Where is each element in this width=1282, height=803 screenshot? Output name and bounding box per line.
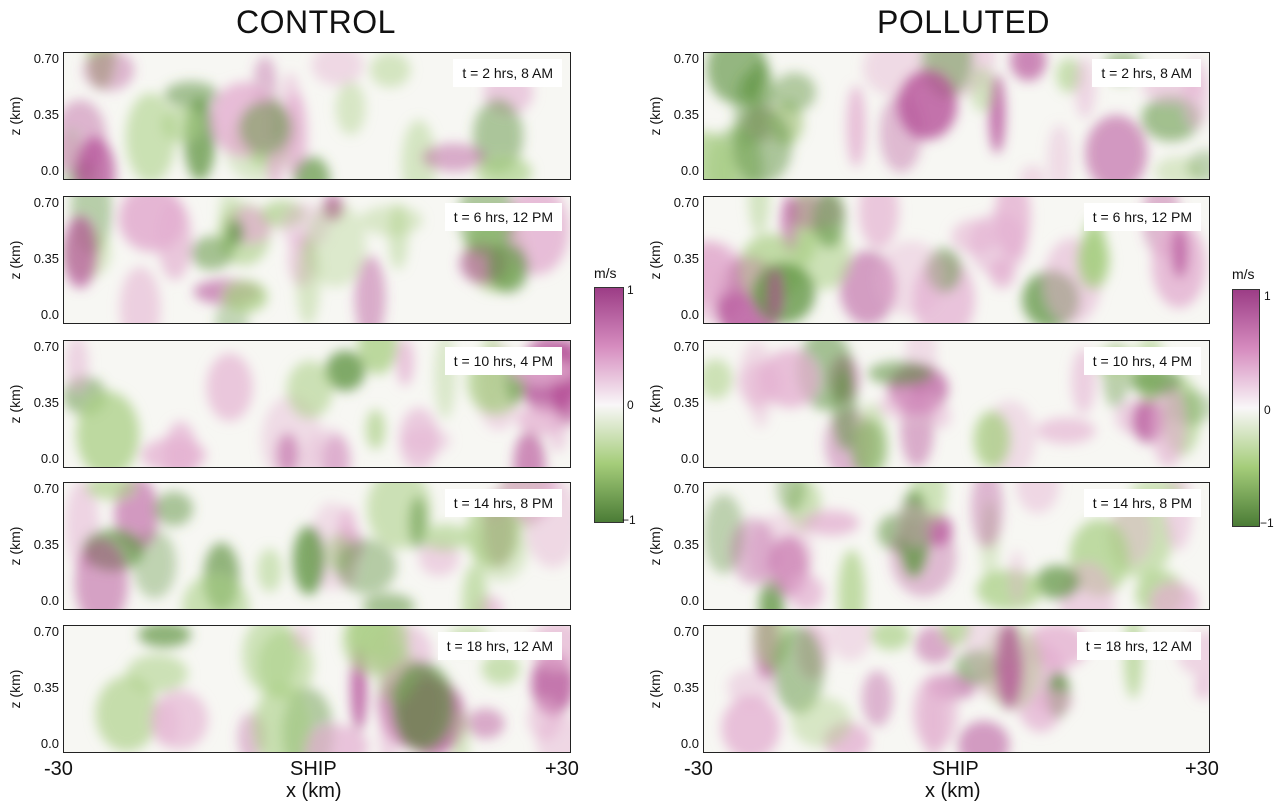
polluted-ytick-3-2: 0.35 (673, 395, 699, 410)
polluted-ylabel-1: z (km) (647, 96, 663, 136)
control-xtick-ship: SHIP (290, 758, 337, 780)
polluted-xtick-right: +30 (1185, 758, 1219, 780)
polluted-column-title: POLLUTED (877, 4, 1050, 40)
polluted-ytick-4-2: 0.35 (673, 537, 699, 552)
polluted-ylabel-4: z (km) (647, 526, 663, 566)
polluted-xtick-ship: SHIP (932, 758, 979, 780)
control-ytick-4-2: 0.35 (33, 537, 59, 552)
control-time-label-5: t = 18 hrs, 12 AM (437, 632, 562, 660)
polluted-colorbar-tick-min: −1 (1260, 516, 1274, 530)
control-time-label-1: t = 2 hrs, 8 AM (453, 59, 562, 87)
control-ylabel-1: z (km) (7, 96, 23, 136)
control-ytick-3-3: 0.0 (40, 451, 59, 466)
polluted-ytick-3-3: 0.0 (680, 451, 699, 466)
control-ytick-2-3: 0.0 (40, 307, 59, 322)
polluted-xaxis-label: x (km) (925, 780, 981, 802)
control-time-label-4: t = 14 hrs, 8 PM (444, 489, 562, 517)
control-field-1 (64, 53, 534, 179)
control-xaxis-label: x (km) (286, 780, 342, 802)
control-ytick-2-2: 0.35 (33, 251, 59, 266)
control-ytick-4-3: 0.0 (40, 593, 59, 608)
polluted-ytick-4-1: 0.70 (673, 481, 699, 496)
control-panel-2: t = 6 hrs, 12 PM (63, 196, 571, 324)
control-colorbar-tick-zero: 0 (627, 398, 634, 412)
polluted-field-1 (704, 53, 1209, 179)
control-ytick-2-1: 0.70 (33, 195, 59, 210)
control-field-5 (95, 626, 570, 752)
control-xtick-left: -30 (44, 758, 73, 780)
polluted-ytick-1-3: 0.0 (680, 163, 699, 178)
control-colorbar (594, 287, 624, 523)
control-time-label-2: t = 6 hrs, 12 PM (444, 203, 562, 231)
control-ytick-1-2: 0.35 (33, 107, 59, 122)
polluted-ytick-3-1: 0.70 (673, 339, 699, 354)
polluted-ytick-2-2: 0.35 (673, 251, 699, 266)
polluted-panel-3: t = 10 hrs, 4 PM (703, 340, 1210, 468)
control-time-label-3: t = 10 hrs, 4 PM (444, 347, 562, 375)
control-ytick-5-3: 0.0 (40, 736, 59, 751)
control-ytick-3-1: 0.70 (33, 339, 59, 354)
control-column-title: CONTROL (236, 4, 396, 40)
polluted-ylabel-3: z (km) (647, 384, 663, 424)
control-ytick-5-2: 0.35 (33, 680, 59, 695)
control-ytick-1-3: 0.0 (40, 163, 59, 178)
polluted-panel-4: t = 14 hrs, 8 PM (703, 482, 1210, 610)
polluted-ytick-2-1: 0.70 (673, 195, 699, 210)
polluted-ylabel-5: z (km) (647, 669, 663, 709)
polluted-colorbar-tick-max: 1 (1264, 289, 1271, 303)
control-panel-3: t = 10 hrs, 4 PM (63, 340, 571, 468)
control-ytick-3-2: 0.35 (33, 395, 59, 410)
polluted-ytick-1-2: 0.35 (673, 107, 699, 122)
control-ylabel-3: z (km) (7, 384, 23, 424)
control-ylabel-5: z (km) (7, 669, 23, 709)
control-panel-1: t = 2 hrs, 8 AM (63, 52, 571, 180)
polluted-ytick-5-2: 0.35 (673, 680, 699, 695)
polluted-time-label-2: t = 6 hrs, 12 PM (1083, 203, 1201, 231)
control-ylabel-2: z (km) (7, 240, 23, 280)
polluted-time-label-3: t = 10 hrs, 4 PM (1083, 347, 1201, 375)
control-xtick-right: +30 (545, 758, 579, 780)
polluted-colorbar-unit: m/s (1232, 266, 1255, 282)
polluted-xtick-left: -30 (684, 758, 713, 780)
control-colorbar-unit: m/s (594, 265, 617, 281)
polluted-ytick-4-3: 0.0 (680, 593, 699, 608)
polluted-panel-1: t = 2 hrs, 8 AM (703, 52, 1210, 180)
polluted-time-label-4: t = 14 hrs, 8 PM (1083, 489, 1201, 517)
polluted-time-label-1: t = 2 hrs, 8 AM (1092, 59, 1201, 87)
polluted-ylabel-2: z (km) (647, 240, 663, 280)
control-field-4 (65, 483, 570, 609)
polluted-ytick-5-3: 0.0 (680, 736, 699, 751)
control-colorbar-tick-max: 1 (627, 283, 634, 297)
polluted-ytick-2-3: 0.0 (680, 307, 699, 322)
polluted-field-5 (721, 626, 1209, 752)
polluted-panel-2: t = 6 hrs, 12 PM (703, 196, 1210, 324)
control-ytick-5-1: 0.70 (33, 624, 59, 639)
polluted-panel-5: t = 18 hrs, 12 AM (703, 625, 1210, 753)
control-ytick-1-1: 0.70 (33, 51, 59, 66)
control-colorbar-tick-min: −1 (622, 513, 636, 527)
polluted-colorbar (1232, 289, 1260, 527)
control-ylabel-4: z (km) (7, 526, 23, 566)
polluted-ytick-1-1: 0.70 (673, 51, 699, 66)
polluted-field-2 (704, 197, 1207, 323)
control-field-2 (64, 197, 570, 323)
polluted-colorbar-tick-zero: 0 (1264, 403, 1271, 417)
control-ytick-4-1: 0.70 (33, 481, 59, 496)
polluted-ytick-5-1: 0.70 (673, 624, 699, 639)
polluted-time-label-5: t = 18 hrs, 12 AM (1076, 632, 1201, 660)
control-panel-4: t = 14 hrs, 8 PM (63, 482, 571, 610)
control-panel-5: t = 18 hrs, 12 AM (63, 625, 571, 753)
